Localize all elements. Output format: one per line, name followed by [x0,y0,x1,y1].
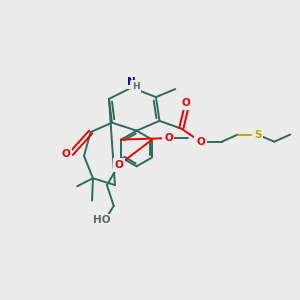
Text: O: O [61,148,70,159]
Text: O: O [164,133,173,143]
Text: H: H [132,82,140,91]
Text: N: N [127,77,135,87]
Text: S: S [254,130,261,140]
Text: O: O [196,137,205,147]
Text: HO: HO [93,215,111,225]
Text: O: O [114,160,123,170]
Text: O: O [182,98,190,108]
